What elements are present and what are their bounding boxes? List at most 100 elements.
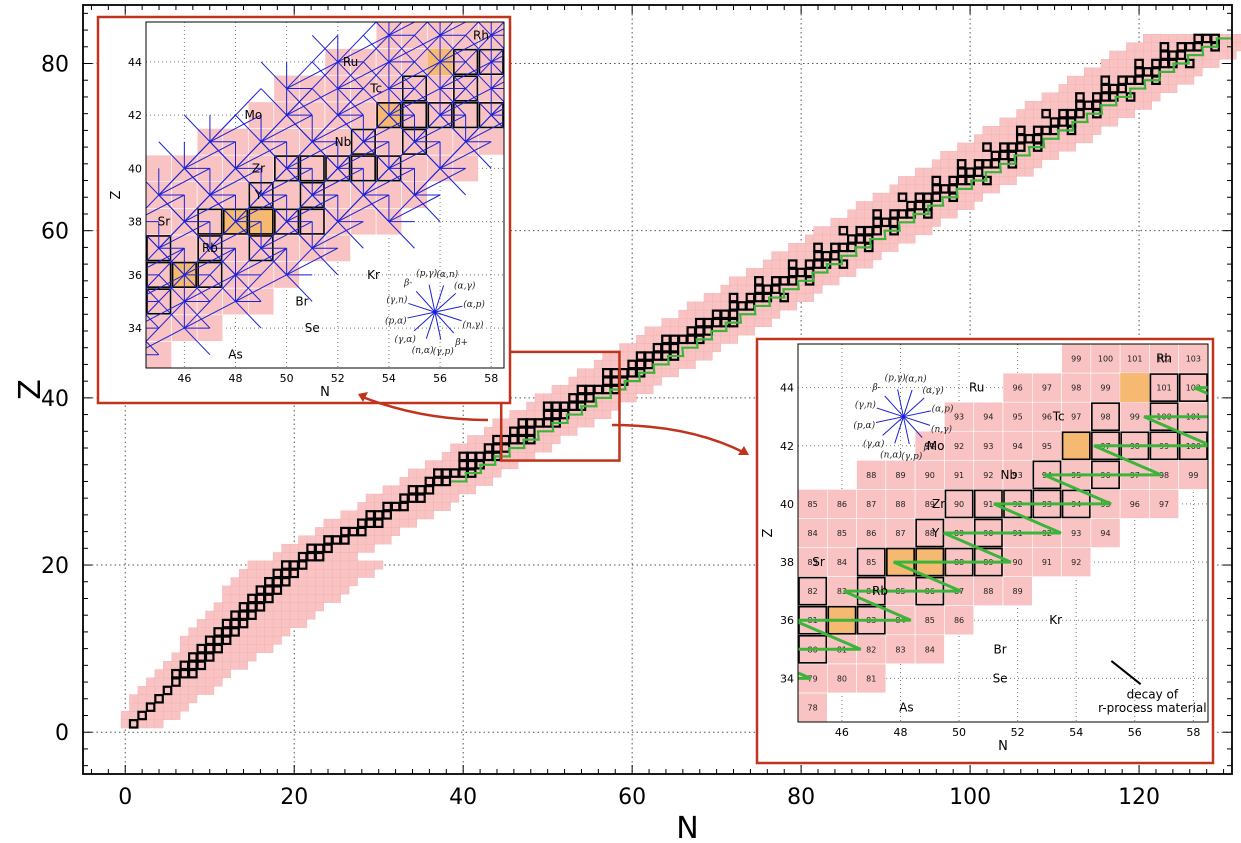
legend-arrow-label: (γ,p) — [433, 346, 455, 357]
network-nuclide — [669, 326, 679, 336]
reaction-link — [235, 114, 262, 143]
network-nuclide — [120, 719, 130, 729]
reaction-link — [286, 88, 339, 116]
reaction-link — [465, 141, 492, 169]
legend-arrow — [425, 311, 436, 339]
inset-stable-nuclide — [623, 694, 650, 721]
network-nuclide — [247, 652, 257, 662]
network-nuclide — [1024, 109, 1034, 119]
network-nuclide — [424, 460, 434, 470]
element-label: Br — [295, 294, 308, 308]
network-nuclide — [281, 627, 291, 637]
network-nuclide — [374, 535, 384, 545]
network-nuclide — [914, 184, 924, 194]
network-nuclide — [602, 410, 612, 419]
network-nuclide — [1159, 75, 1169, 85]
mass-number-label: 96 — [1013, 384, 1023, 393]
network-nuclide — [602, 360, 612, 369]
network-nuclide — [534, 410, 544, 419]
network-nuclide — [1092, 84, 1102, 93]
network-nuclide — [146, 719, 156, 729]
reaction-link — [490, 61, 504, 76]
mass-number-label: 83 — [837, 587, 847, 596]
network-nuclide — [1050, 151, 1060, 160]
network-nuclide — [213, 610, 223, 620]
reaction-link — [260, 167, 313, 196]
network-nuclide — [391, 485, 401, 495]
mass-number-label: 95 — [1013, 413, 1023, 422]
mass-number-label: 92 — [1071, 558, 1081, 567]
network-nuclide — [1143, 34, 1152, 43]
network-nuclide — [332, 560, 341, 570]
network-nuclide — [906, 234, 916, 244]
network-nuclide — [855, 259, 865, 269]
network-nuclide — [1176, 67, 1186, 77]
inset-x-tick-label: 46 — [835, 726, 849, 739]
network-nuclide — [746, 318, 755, 328]
network-nuclide — [255, 619, 265, 628]
network-nuclide — [940, 159, 950, 169]
network-nuclide — [272, 552, 282, 562]
network-nuclide — [999, 134, 1009, 144]
inset-network-nuclide — [1090, 344, 1121, 374]
network-nuclide — [357, 502, 367, 511]
network-nuclide — [289, 610, 299, 620]
x-tick-label: 80 — [787, 785, 815, 810]
network-nuclide — [424, 510, 434, 520]
element-label: Zr — [252, 161, 265, 175]
network-nuclide — [213, 652, 223, 662]
mass-number-label: 90 — [1013, 558, 1023, 567]
network-nuclide — [1092, 67, 1102, 77]
reaction-link — [465, 61, 492, 89]
network-nuclide — [323, 585, 333, 595]
reaction-link — [146, 234, 160, 249]
inset-network-nuclide — [856, 460, 887, 490]
network-nuclide — [627, 385, 637, 394]
network-nuclide — [1151, 42, 1161, 52]
network-nuclide — [450, 460, 460, 470]
network-nuclide — [1024, 126, 1034, 135]
mass-number-label: 100 — [1215, 471, 1230, 480]
network-nuclide — [1117, 100, 1127, 110]
reaction-link — [260, 88, 288, 116]
network-nuclide — [264, 627, 274, 637]
mass-number-label: 87 — [866, 500, 876, 509]
network-nuclide — [1016, 159, 1026, 169]
mass-number-label: 100 — [1098, 355, 1113, 364]
network-nuclide — [298, 543, 308, 553]
mass-number-label: 101 — [1156, 384, 1171, 393]
network-nuclide — [1185, 75, 1195, 85]
network-nuclide — [137, 719, 147, 729]
reaction-link — [388, 168, 415, 196]
network-nuclide — [1092, 117, 1102, 127]
stable-nuclide — [1041, 108, 1051, 119]
reaction-link — [286, 61, 339, 89]
reaction-link — [517, 89, 568, 142]
network-nuclide — [762, 268, 772, 277]
inset-stable-nuclide — [556, 50, 580, 75]
mass-number-label: 85 — [866, 558, 876, 567]
network-nuclide — [315, 602, 324, 612]
legend-arrow-label: (α,p) — [932, 403, 954, 414]
network-nuclide — [441, 460, 451, 470]
network-nuclide — [492, 426, 502, 436]
network-nuclide — [382, 535, 392, 545]
inset-x-tick-label: 50 — [952, 726, 966, 739]
reaction-link — [235, 141, 287, 169]
network-nuclide — [1033, 151, 1043, 160]
network-nuclide — [948, 151, 958, 160]
inset-network-nuclide — [1061, 547, 1092, 577]
network-nuclide — [1050, 142, 1060, 152]
network-nuclide — [889, 243, 899, 252]
reaction-link — [363, 167, 415, 196]
network-nuclide — [492, 418, 502, 428]
mass-number-label: 98 — [1071, 384, 1081, 393]
network-nuclide — [737, 284, 747, 294]
stable-nuclide — [872, 209, 882, 219]
network-nuclide — [272, 610, 282, 620]
network-nuclide — [222, 602, 232, 612]
network-nuclide — [585, 418, 595, 428]
network-nuclide — [1210, 59, 1220, 68]
reaction-link — [337, 88, 364, 116]
